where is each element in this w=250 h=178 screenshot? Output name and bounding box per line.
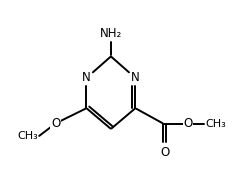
Text: CH₃: CH₃ <box>206 119 226 129</box>
Text: O: O <box>51 117 60 130</box>
Text: CH₃: CH₃ <box>17 131 38 142</box>
Text: N: N <box>82 71 91 84</box>
Text: O: O <box>160 146 169 159</box>
Text: N: N <box>131 71 140 84</box>
Text: NH₂: NH₂ <box>100 27 122 40</box>
Text: O: O <box>183 117 192 130</box>
